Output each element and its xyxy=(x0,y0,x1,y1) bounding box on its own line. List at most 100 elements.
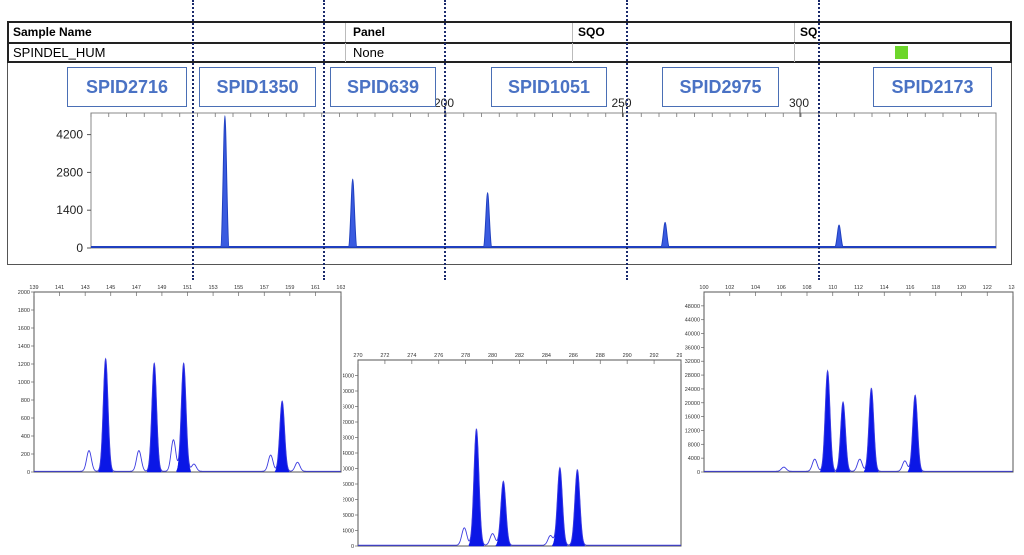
zoom-y-tick-label: 28000 xyxy=(685,373,700,379)
column-sqo: SQO xyxy=(578,25,605,39)
zoom-y-tick-label: 4000 xyxy=(688,456,700,462)
marker-divider xyxy=(818,0,820,280)
peak-SPID639 xyxy=(482,192,493,248)
zoom-x-tick-label: 122 xyxy=(983,285,992,291)
zoom-x-tick-label: 280 xyxy=(488,353,497,359)
header-column-row: Sample Name Panel SQO SQ xyxy=(9,23,1010,44)
zoom-y-tick-label: 28000 xyxy=(343,436,354,442)
zoom-plot-area xyxy=(703,291,1014,473)
column-sq: SQ xyxy=(800,25,818,39)
marker-divider xyxy=(626,0,628,280)
zoom-x-tick-label: 139 xyxy=(29,285,38,291)
zoom-x-tick-label: 163 xyxy=(336,285,345,291)
zoom-panel-spid2975: 270 272 274 276 278 280 282 284 286 288 290 292 294 0… xyxy=(343,348,684,552)
zoom-y-tick-label: 36000 xyxy=(343,405,354,411)
zoom-y-tick-label: 40000 xyxy=(343,389,354,395)
zoom-x-tick-label: 110 xyxy=(828,285,837,291)
zoom-x-tick-label: 120 xyxy=(957,285,966,291)
zoom-y-tick-label: 1000 xyxy=(18,380,30,386)
zoom-y-tick-label: 1800 xyxy=(18,308,30,314)
zoom-trace xyxy=(34,357,341,472)
zoom-y-tick-label: 12000 xyxy=(343,498,354,504)
zoom-y-tick-label: 8000 xyxy=(343,513,354,519)
peak-SPID2975 xyxy=(834,224,844,248)
zoom-x-tick-label: 114 xyxy=(880,285,889,291)
marker-label: SPID2975 xyxy=(662,67,779,107)
zoom-x-tick-label: 151 xyxy=(183,285,192,291)
zoom-y-tick-label: 400 xyxy=(21,434,30,440)
zoom-y-tick-label: 2000 xyxy=(18,290,30,296)
zoom-y-tick-label: 4000 xyxy=(343,529,354,535)
marker-label: SPID639 xyxy=(330,67,436,107)
zoom-x-tick-label: 290 xyxy=(623,353,632,359)
zoom-x-tick-label: 292 xyxy=(649,353,658,359)
zoom-trace xyxy=(704,369,1013,472)
zoom-x-tick-label: 282 xyxy=(515,353,524,359)
peak-SPID2716 xyxy=(220,115,230,248)
zoom-x-tick-label: 118 xyxy=(931,285,940,291)
zoom-panel-spid2173: 100 102 104 106 108 110 112 114 116 118 120 122 124 0… xyxy=(682,282,1015,478)
zoom-y-tick-label: 0 xyxy=(351,544,354,550)
y-tick-label: 0 xyxy=(76,241,83,255)
zoom-y-tick-label: 600 xyxy=(21,416,30,422)
panel-value: None xyxy=(353,45,385,60)
y-tick-label: 1400 xyxy=(56,203,83,217)
zoom-x-tick-label: 284 xyxy=(542,353,551,359)
zoom-x-tick-label: 157 xyxy=(260,285,269,291)
zoom-x-tick-label: 116 xyxy=(906,285,915,291)
y-tick-label: 2800 xyxy=(56,165,83,179)
zoom-x-tick-label: 102 xyxy=(725,285,734,291)
zoom-y-tick-label: 24000 xyxy=(343,451,354,457)
sample-header-table: Sample Name Panel SQO SQ SPINDEL_HUM Non… xyxy=(7,21,1012,63)
zoom-y-tick-label: 20000 xyxy=(685,401,700,407)
peak-SPID1350 xyxy=(347,178,358,248)
zoom-x-tick-label: 286 xyxy=(569,353,578,359)
plot-area xyxy=(90,112,997,249)
zoom-x-tick-label: 112 xyxy=(854,285,863,291)
zoom-x-tick-label: 145 xyxy=(106,285,115,291)
sample-name-value: SPINDEL_HUM xyxy=(13,45,106,60)
zoom-x-tick-label: 276 xyxy=(434,353,443,359)
sq-status-indicator xyxy=(895,46,908,59)
zoom-x-tick-label: 106 xyxy=(777,285,786,291)
zoom-panel-spid2716: 139 141 143 145 147 149 151 153 155 157 159 161 163 0… xyxy=(0,282,345,480)
zoom-x-tick-label: 161 xyxy=(311,285,320,291)
zoom-y-tick-label: 1400 xyxy=(18,344,30,350)
zoom-y-tick-label: 0 xyxy=(27,470,30,476)
marker-divider xyxy=(192,0,194,280)
zoom-x-tick-label: 100 xyxy=(699,285,708,291)
zoom-y-tick-label: 44000 xyxy=(685,318,700,324)
zoom-y-tick-label: 16000 xyxy=(685,415,700,421)
zoom-x-tick-label: 155 xyxy=(234,285,243,291)
zoom-y-tick-label: 44000 xyxy=(343,374,354,380)
marker-label: SPID2173 xyxy=(873,67,992,107)
zoom-x-tick-label: 272 xyxy=(380,353,389,359)
peak-SPID1051 xyxy=(660,221,670,248)
sample-row[interactable]: SPINDEL_HUM None xyxy=(9,43,1010,62)
zoom-y-tick-label: 32000 xyxy=(685,359,700,365)
zoom-y-tick-label: 24000 xyxy=(685,387,700,393)
zoom-x-tick-label: 108 xyxy=(802,285,811,291)
marker-label: SPID1051 xyxy=(491,67,607,107)
zoom-x-tick-label: 147 xyxy=(132,285,141,291)
marker-divider xyxy=(323,0,325,280)
size-tick-label: 300 xyxy=(789,96,809,110)
zoom-x-tick-label: 278 xyxy=(461,353,470,359)
zoom-y-tick-label: 36000 xyxy=(685,345,700,351)
column-panel: Panel xyxy=(353,25,386,39)
zoom-y-tick-label: 0 xyxy=(697,470,700,476)
marker-divider xyxy=(444,0,446,280)
zoom-x-tick-label: 270 xyxy=(353,353,362,359)
zoom-x-tick-label: 149 xyxy=(157,285,166,291)
zoom-y-tick-label: 1600 xyxy=(18,326,30,332)
zoom-x-tick-label: 143 xyxy=(81,285,90,291)
column-sample-name: Sample Name xyxy=(13,25,92,39)
zoom-x-tick-label: 274 xyxy=(407,353,416,359)
zoom-plot-area xyxy=(357,359,682,547)
zoom-y-tick-label: 16000 xyxy=(343,482,354,488)
zoom-x-tick-label: 288 xyxy=(596,353,605,359)
zoom-y-tick-label: 40000 xyxy=(685,332,700,338)
zoom-trace xyxy=(358,428,681,546)
zoom-y-tick-label: 1200 xyxy=(18,362,30,368)
